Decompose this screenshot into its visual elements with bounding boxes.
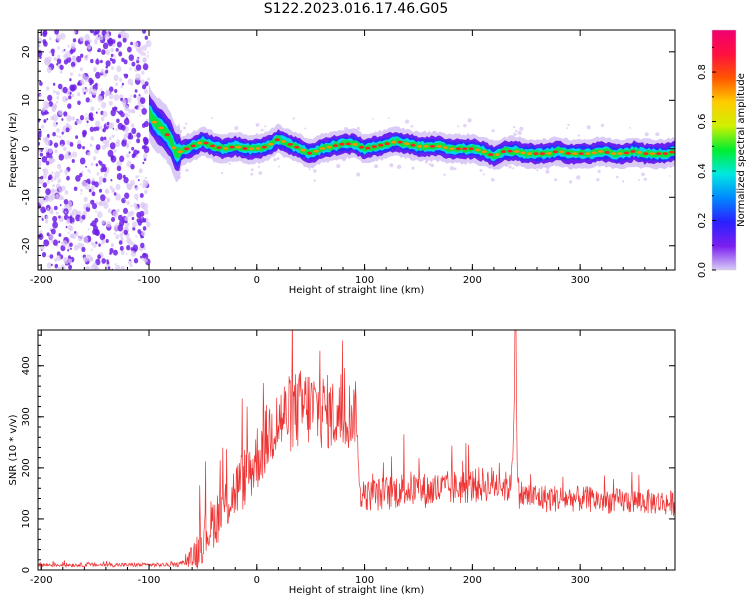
snr-xtick-label: -100	[138, 575, 161, 586]
snr-ytick-label: 200	[21, 458, 32, 477]
snr-ylabel: SNR (10 * v/v)	[8, 414, 19, 485]
colorbar-gradient	[712, 30, 736, 270]
snr-xtick-label: 300	[571, 575, 590, 586]
colorbar-tick-label: 0.2	[697, 213, 708, 229]
spectrogram-xtick-label: 200	[463, 275, 482, 286]
spectrogram-xlabel: Height of straight line (km)	[289, 285, 425, 296]
signal-band-cyan	[149, 104, 675, 163]
snr-xtick-label: 200	[463, 575, 482, 586]
spectrogram-ytick-label: -20	[21, 238, 32, 254]
spectrogram-image	[38, 30, 675, 270]
colorbar-tick-label: 0.4	[697, 163, 708, 179]
spectrogram-ytick-label: 20	[21, 45, 32, 58]
spectrogram-axes-frame	[37, 29, 676, 271]
colorbar-tick-label: 0.8	[697, 64, 708, 80]
figure-title: S122.2023.016.17.46.G05	[263, 1, 449, 17]
spectrogram-xtick-label: -100	[138, 275, 161, 286]
snr-xtick-label: 100	[355, 575, 374, 586]
spectrogram-xtick-label: 0	[254, 275, 260, 286]
spectrogram-ytick-label: -10	[21, 189, 32, 205]
snr-xlabel: Height of straight line (km)	[289, 585, 425, 596]
spectrogram-xtick-label: -200	[30, 275, 53, 286]
snr-ytick-label: 400	[21, 356, 32, 375]
colorbar: 0.0 0.2 0.4 0.6 0.8 Normalized spectral ampli…	[697, 29, 747, 278]
spectrogram-ytick-label: 0	[21, 146, 32, 152]
spectrogram-xtick-label: 300	[571, 275, 590, 286]
colorbar-frame	[711, 29, 737, 271]
spectrogram-ytick-label: 10	[21, 94, 32, 107]
snr-panel: -200 -100 0 100 200 300 0 100 200 300 400 Height of…	[8, 329, 676, 596]
colorbar-tick-label: 0.6	[697, 114, 708, 130]
snr-xtick-label: 0	[254, 575, 260, 586]
colorbar-label: Normalized spectral amplitude	[736, 73, 747, 227]
snr-xtick-label: -200	[30, 575, 53, 586]
spectrogram-xtick-label: 100	[355, 275, 374, 286]
snr-axes-frame	[37, 329, 676, 571]
snr-series-line	[38, 330, 675, 569]
snr-ytick-label: 0	[21, 567, 32, 573]
snr-ytick-label: 100	[21, 509, 32, 528]
snr-ytick-label: 300	[21, 407, 32, 426]
colorbar-tick-label: 0.0	[697, 262, 708, 278]
spectrogram-ylabel: Frequency (Hz)	[8, 112, 19, 188]
